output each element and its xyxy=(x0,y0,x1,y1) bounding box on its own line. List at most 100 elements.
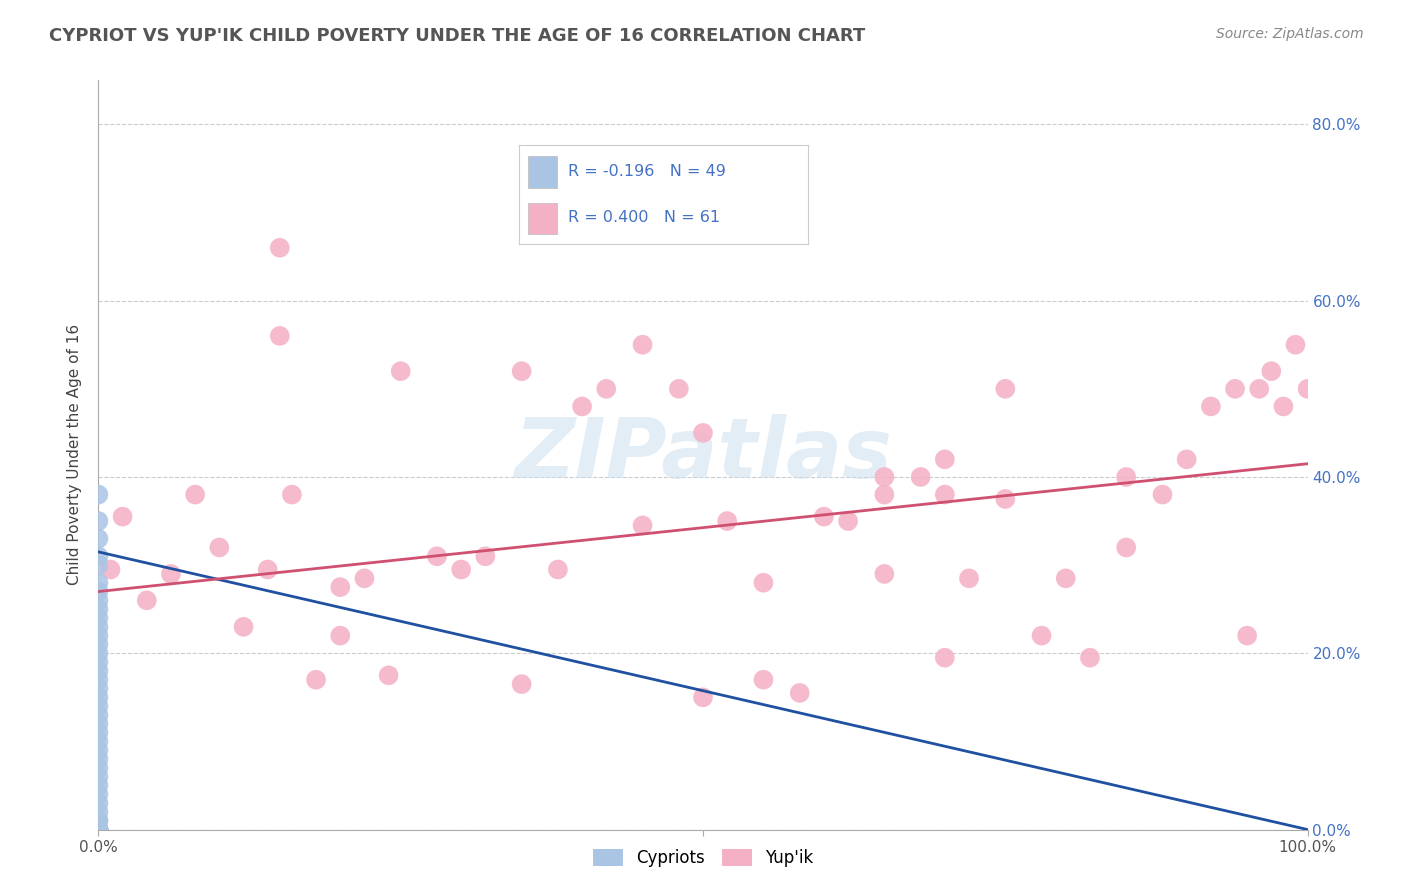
Point xyxy=(87,822,110,837)
Point xyxy=(281,487,304,501)
Point xyxy=(813,509,835,524)
Point xyxy=(100,562,122,576)
Point xyxy=(1236,629,1258,643)
Point xyxy=(87,699,110,714)
Point xyxy=(510,364,533,378)
Point xyxy=(256,562,278,576)
Point xyxy=(87,708,110,723)
Point xyxy=(668,382,690,396)
FancyBboxPatch shape xyxy=(527,156,557,187)
Point xyxy=(87,575,110,590)
Y-axis label: Child Poverty Under the Age of 16: Child Poverty Under the Age of 16 xyxy=(67,325,83,585)
Point xyxy=(269,241,291,255)
Point xyxy=(934,452,956,467)
Point xyxy=(87,681,110,696)
Point xyxy=(87,822,110,837)
Point xyxy=(547,562,569,576)
Point xyxy=(135,593,157,607)
Point xyxy=(994,382,1017,396)
Point xyxy=(184,487,207,501)
Point xyxy=(789,686,811,700)
Point xyxy=(329,580,352,594)
Point xyxy=(87,822,110,837)
Point xyxy=(87,593,110,607)
Point xyxy=(353,571,375,585)
Point xyxy=(595,382,617,396)
Point xyxy=(87,655,110,669)
Point xyxy=(87,822,110,837)
Point xyxy=(631,518,654,533)
Point xyxy=(994,491,1017,506)
Point xyxy=(87,822,110,837)
Point xyxy=(873,470,896,484)
Point xyxy=(160,566,183,581)
Point xyxy=(87,637,110,651)
Point xyxy=(87,822,110,837)
Text: CYPRIOT VS YUP'IK CHILD POVERTY UNDER THE AGE OF 16 CORRELATION CHART: CYPRIOT VS YUP'IK CHILD POVERTY UNDER TH… xyxy=(49,27,866,45)
Text: ZIPatlas: ZIPatlas xyxy=(515,415,891,495)
Point xyxy=(1284,337,1306,351)
Point xyxy=(1115,541,1137,555)
Point xyxy=(87,664,110,678)
Text: R = 0.400   N = 61: R = 0.400 N = 61 xyxy=(568,210,720,225)
Point xyxy=(87,822,110,837)
Point xyxy=(1296,382,1319,396)
Point xyxy=(1152,487,1174,501)
Point xyxy=(87,761,110,775)
Point xyxy=(87,822,110,837)
Point xyxy=(1260,364,1282,378)
Point xyxy=(269,329,291,343)
Point xyxy=(1175,452,1198,467)
Point xyxy=(1078,650,1101,665)
Point xyxy=(305,673,328,687)
Point xyxy=(1272,400,1295,414)
Point xyxy=(752,575,775,590)
Point xyxy=(389,364,412,378)
Point xyxy=(87,611,110,625)
Point xyxy=(87,734,110,748)
Point xyxy=(1031,629,1053,643)
Text: Source: ZipAtlas.com: Source: ZipAtlas.com xyxy=(1216,27,1364,41)
Point xyxy=(957,571,980,585)
Point xyxy=(692,425,714,440)
Point xyxy=(87,514,110,528)
Point xyxy=(87,796,110,810)
Point xyxy=(934,487,956,501)
Point xyxy=(87,690,110,705)
Legend: Cypriots, Yup'ik: Cypriots, Yup'ik xyxy=(586,842,820,873)
Point xyxy=(752,673,775,687)
Point xyxy=(450,562,472,576)
Point xyxy=(873,566,896,581)
Point xyxy=(87,822,110,837)
Point xyxy=(87,646,110,660)
Point xyxy=(1249,382,1271,396)
Point xyxy=(87,814,110,828)
Point xyxy=(1223,382,1246,396)
Point xyxy=(1054,571,1077,585)
Point xyxy=(87,787,110,801)
Point xyxy=(87,558,110,573)
Point xyxy=(716,514,738,528)
Point xyxy=(837,514,859,528)
Point xyxy=(87,814,110,828)
Point xyxy=(87,532,110,546)
Point xyxy=(571,400,593,414)
Point xyxy=(87,779,110,793)
Point xyxy=(232,620,254,634)
Point xyxy=(910,470,932,484)
Point xyxy=(87,805,110,819)
Point xyxy=(474,549,496,564)
FancyBboxPatch shape xyxy=(527,202,557,235)
Point xyxy=(87,822,110,837)
Point xyxy=(426,549,449,564)
Point xyxy=(87,752,110,766)
Point xyxy=(87,584,110,599)
Point xyxy=(87,725,110,739)
Point xyxy=(329,629,352,643)
Point xyxy=(208,541,231,555)
Point xyxy=(87,743,110,757)
Point xyxy=(87,549,110,564)
Point xyxy=(510,677,533,691)
Point xyxy=(87,487,110,501)
Point xyxy=(1199,400,1222,414)
